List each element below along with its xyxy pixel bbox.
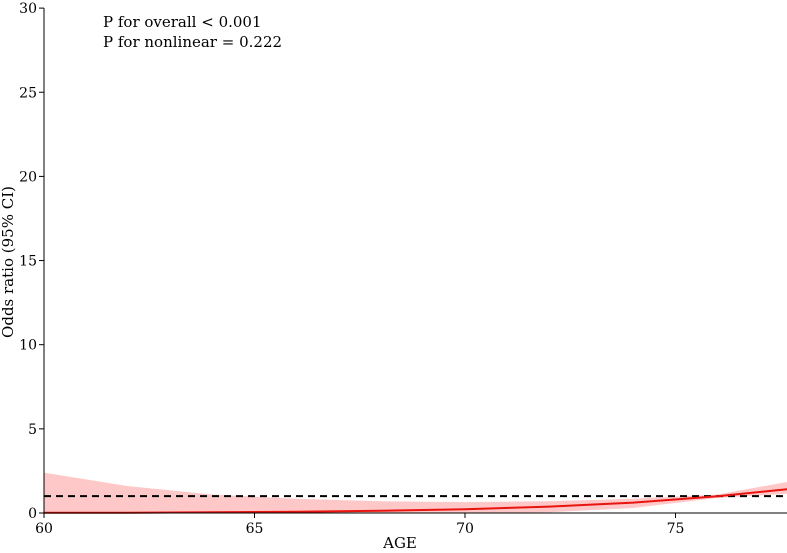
y-tick-label-0: 0 bbox=[28, 506, 37, 522]
x-tick-label-75: 75 bbox=[667, 521, 685, 537]
y-tick-label-25: 25 bbox=[19, 85, 37, 101]
x-tick-label-60: 60 bbox=[35, 521, 53, 537]
confidence-band bbox=[44, 472, 787, 513]
axes: 6065707580859095051015202530 bbox=[19, 1, 787, 537]
y-axis-title: Odds ratio (95% CI) bbox=[0, 186, 17, 338]
y-tick-label-5: 5 bbox=[28, 422, 37, 438]
x-tick-label-65: 65 bbox=[246, 521, 264, 537]
y-tick-label-30: 30 bbox=[19, 1, 37, 17]
x-tick-label-70: 70 bbox=[456, 521, 474, 537]
annotation-nonlinear: P for nonlinear = 0.222 bbox=[103, 33, 282, 51]
y-tick-label-20: 20 bbox=[19, 169, 37, 185]
y-tick-label-15: 15 bbox=[19, 254, 37, 270]
annotation-overall: P for overall < 0.001 bbox=[103, 13, 262, 31]
odds-ratio-line bbox=[43, 488, 787, 514]
y-tick-label-10: 10 bbox=[19, 338, 37, 354]
x-axis-title: AGE bbox=[382, 534, 417, 552]
